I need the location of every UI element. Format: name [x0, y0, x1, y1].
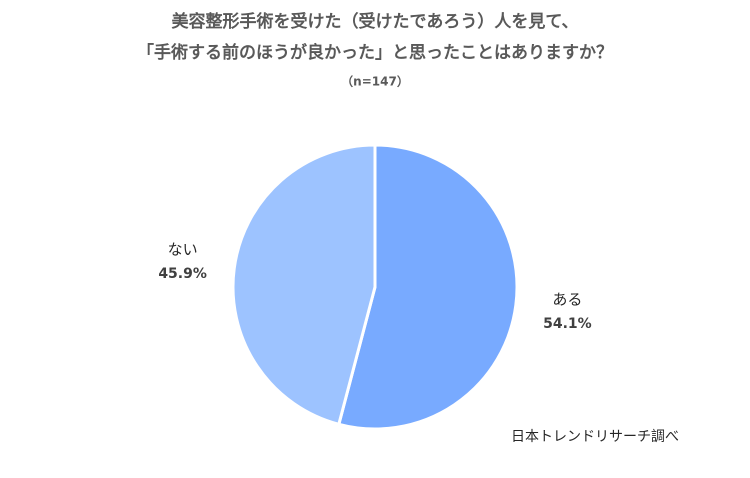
chart-subtitle: （n=147）: [341, 74, 409, 89]
source-note: 日本トレンドリサーチ調べ: [511, 429, 679, 445]
value-label: 45.9%: [158, 266, 207, 282]
chart-title: 美容整形手術を受けた（受けたであろう）人を見て、: [172, 11, 579, 32]
pie-slice: [231, 143, 377, 427]
slice-label: ない: [168, 241, 198, 259]
chart-title: 「手術する前のほうが良かった」と思ったことはありますか？: [137, 42, 613, 63]
slice-label: ある: [552, 290, 582, 308]
pie-slice: [336, 143, 519, 431]
value-label: 54.1%: [543, 316, 592, 332]
